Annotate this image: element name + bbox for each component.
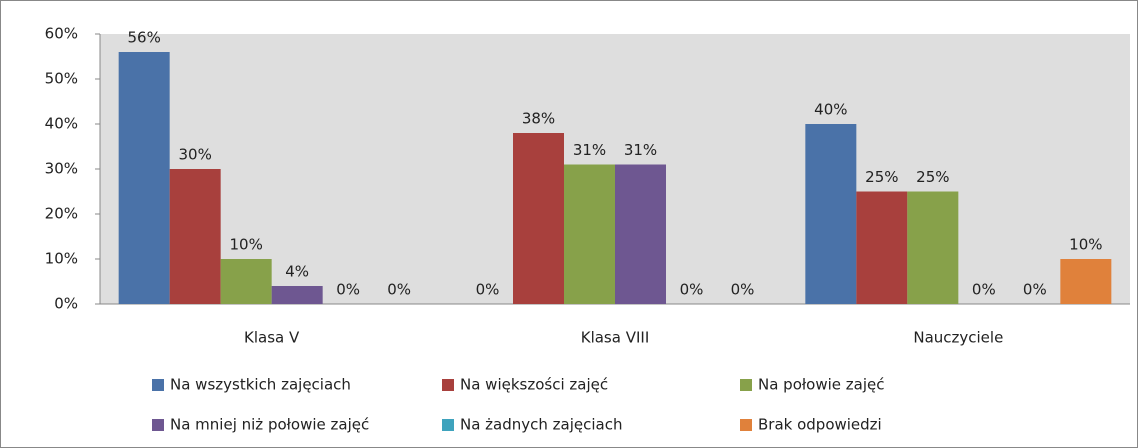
data-label: 30%	[178, 146, 211, 164]
data-label: 0%	[731, 281, 755, 299]
bar	[1060, 259, 1112, 304]
bar	[564, 164, 615, 304]
bar	[856, 191, 908, 304]
legend-swatch	[442, 419, 454, 431]
x-tick-label: Klasa V	[244, 329, 300, 347]
data-label: 56%	[127, 29, 160, 47]
data-label: 0%	[476, 281, 500, 299]
bar	[513, 133, 564, 304]
data-label: 0%	[387, 281, 411, 299]
legend-swatch	[152, 419, 164, 431]
legend-label: Na mniej niż połowie zajęć	[170, 416, 369, 434]
legend-swatch	[740, 379, 752, 391]
legend-swatch	[442, 379, 454, 391]
y-tick-label: 20%	[45, 205, 78, 223]
data-label: 0%	[336, 281, 360, 299]
data-label: 31%	[624, 141, 657, 159]
data-label: 4%	[285, 263, 309, 281]
legend-label: Na wszystkich zajęciach	[170, 376, 351, 394]
legend-label: Brak odpowiedzi	[758, 416, 882, 434]
data-label: 38%	[522, 110, 555, 128]
bar	[220, 259, 272, 304]
data-label: 0%	[972, 281, 996, 299]
y-tick-label: 50%	[45, 70, 78, 88]
legend-label: Na większości zajęć	[460, 376, 608, 394]
bar	[118, 52, 170, 304]
data-label: 25%	[916, 168, 949, 186]
y-tick-label: 0%	[54, 295, 78, 313]
bar	[805, 124, 857, 304]
x-tick-label: Klasa VIII	[581, 329, 650, 347]
bar	[615, 164, 666, 304]
y-tick-label: 40%	[45, 115, 78, 133]
data-label: 10%	[229, 236, 262, 254]
data-label: 40%	[814, 101, 847, 119]
bar	[907, 191, 959, 304]
bar	[169, 169, 221, 304]
x-tick-label: Nauczyciele	[913, 329, 1003, 347]
data-label: 25%	[865, 168, 898, 186]
legend-swatch	[152, 379, 164, 391]
data-label: 10%	[1069, 236, 1102, 254]
y-tick-label: 10%	[45, 250, 78, 268]
data-label: 0%	[680, 281, 704, 299]
legend-label: Na żadnych zajęciach	[460, 416, 623, 434]
data-label: 0%	[1023, 281, 1047, 299]
y-tick-label: 60%	[45, 25, 78, 43]
legend-swatch	[740, 419, 752, 431]
bar	[271, 286, 323, 304]
y-tick-label: 30%	[45, 160, 78, 178]
legend-label: Na połowie zajęć	[758, 376, 884, 394]
data-label: 31%	[573, 141, 606, 159]
